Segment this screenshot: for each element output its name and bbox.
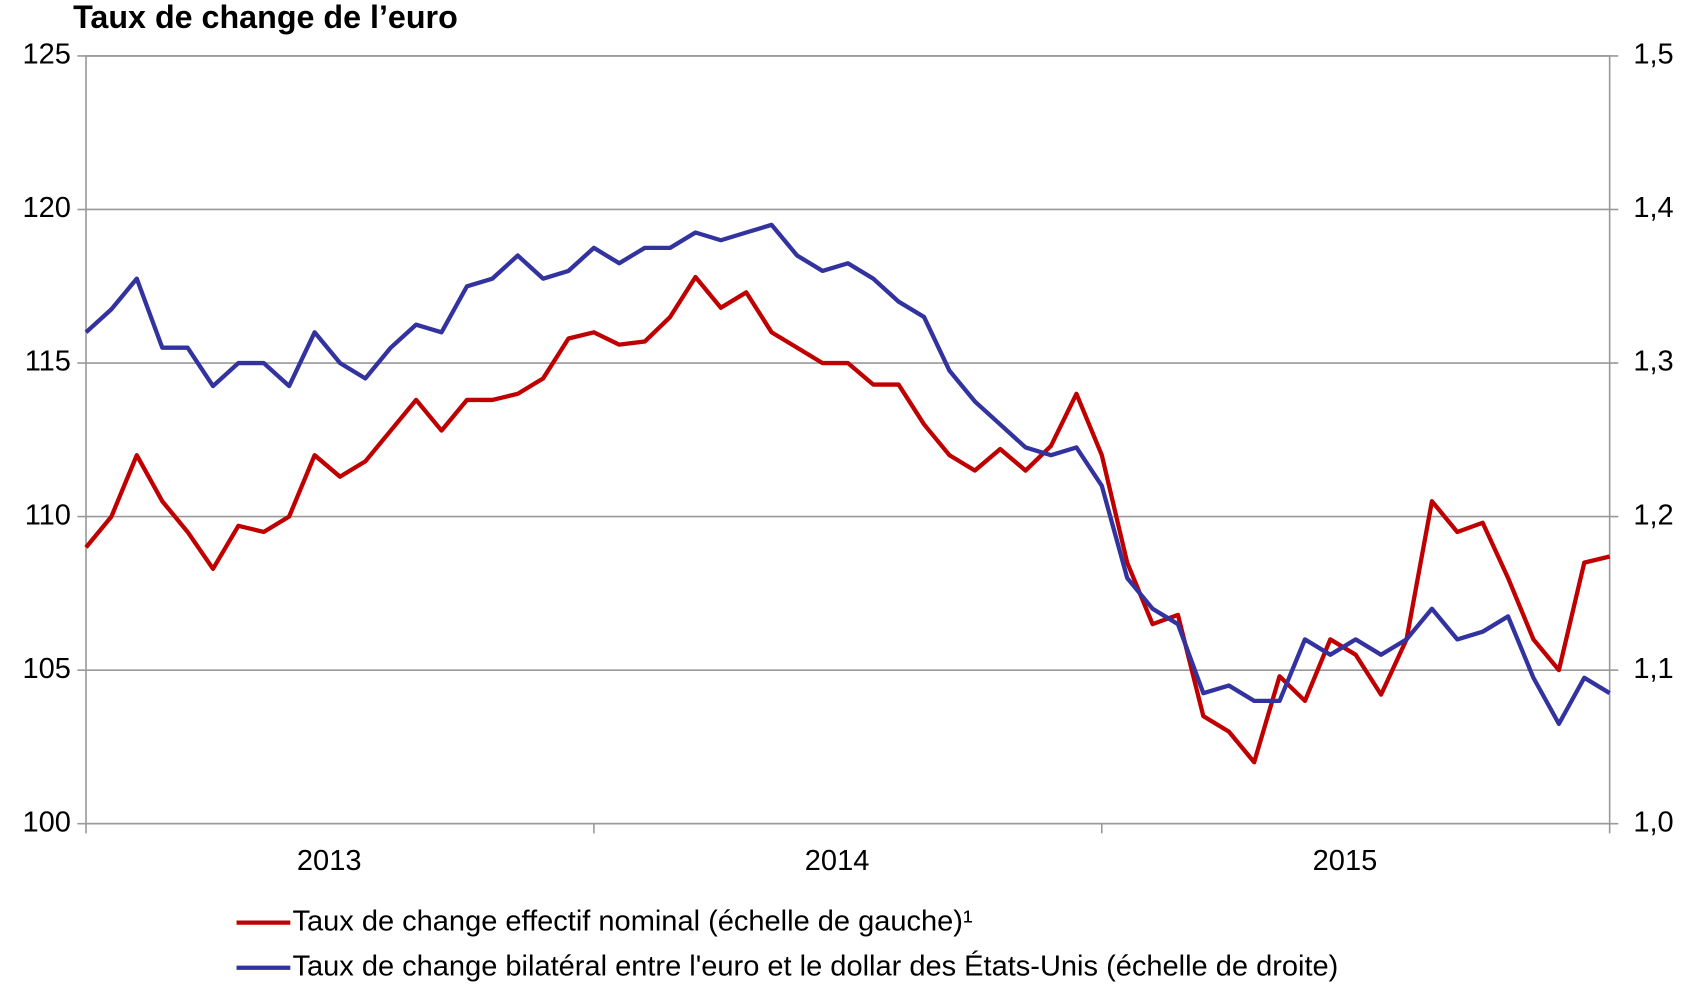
legend-label: Taux de change effectif nominal (échelle… [292,905,972,937]
y2-tick-label: 1,3 [1633,346,1673,378]
y2-tick-label: 1,2 [1633,499,1673,531]
y-tick-label: 120 [23,192,71,224]
series-line [84,222,1611,727]
x-tick-label: 2014 [805,845,870,877]
y2-tick-label: 1,5 [1633,39,1673,71]
y-tick-label: 125 [23,39,71,71]
series-line [84,274,1611,765]
plot-frame [85,55,1611,825]
y-tick-label: 105 [23,653,71,685]
y2-tick-label: 1,1 [1633,653,1673,685]
x-tick-label: 2013 [297,845,362,877]
y-tick-label: 110 [25,499,71,531]
y2-tick-label: 1,0 [1633,806,1673,838]
x-tick-label: 2015 [1313,845,1378,877]
y-tick-label: 100 [23,806,71,838]
y2-tick-label: 1,4 [1633,192,1673,224]
chart-title: Taux de change de l’euro [73,0,458,35]
legend-label: Taux de change bilatéral entre l'euro et… [292,949,1338,982]
y-tick-label: 115 [25,346,71,378]
